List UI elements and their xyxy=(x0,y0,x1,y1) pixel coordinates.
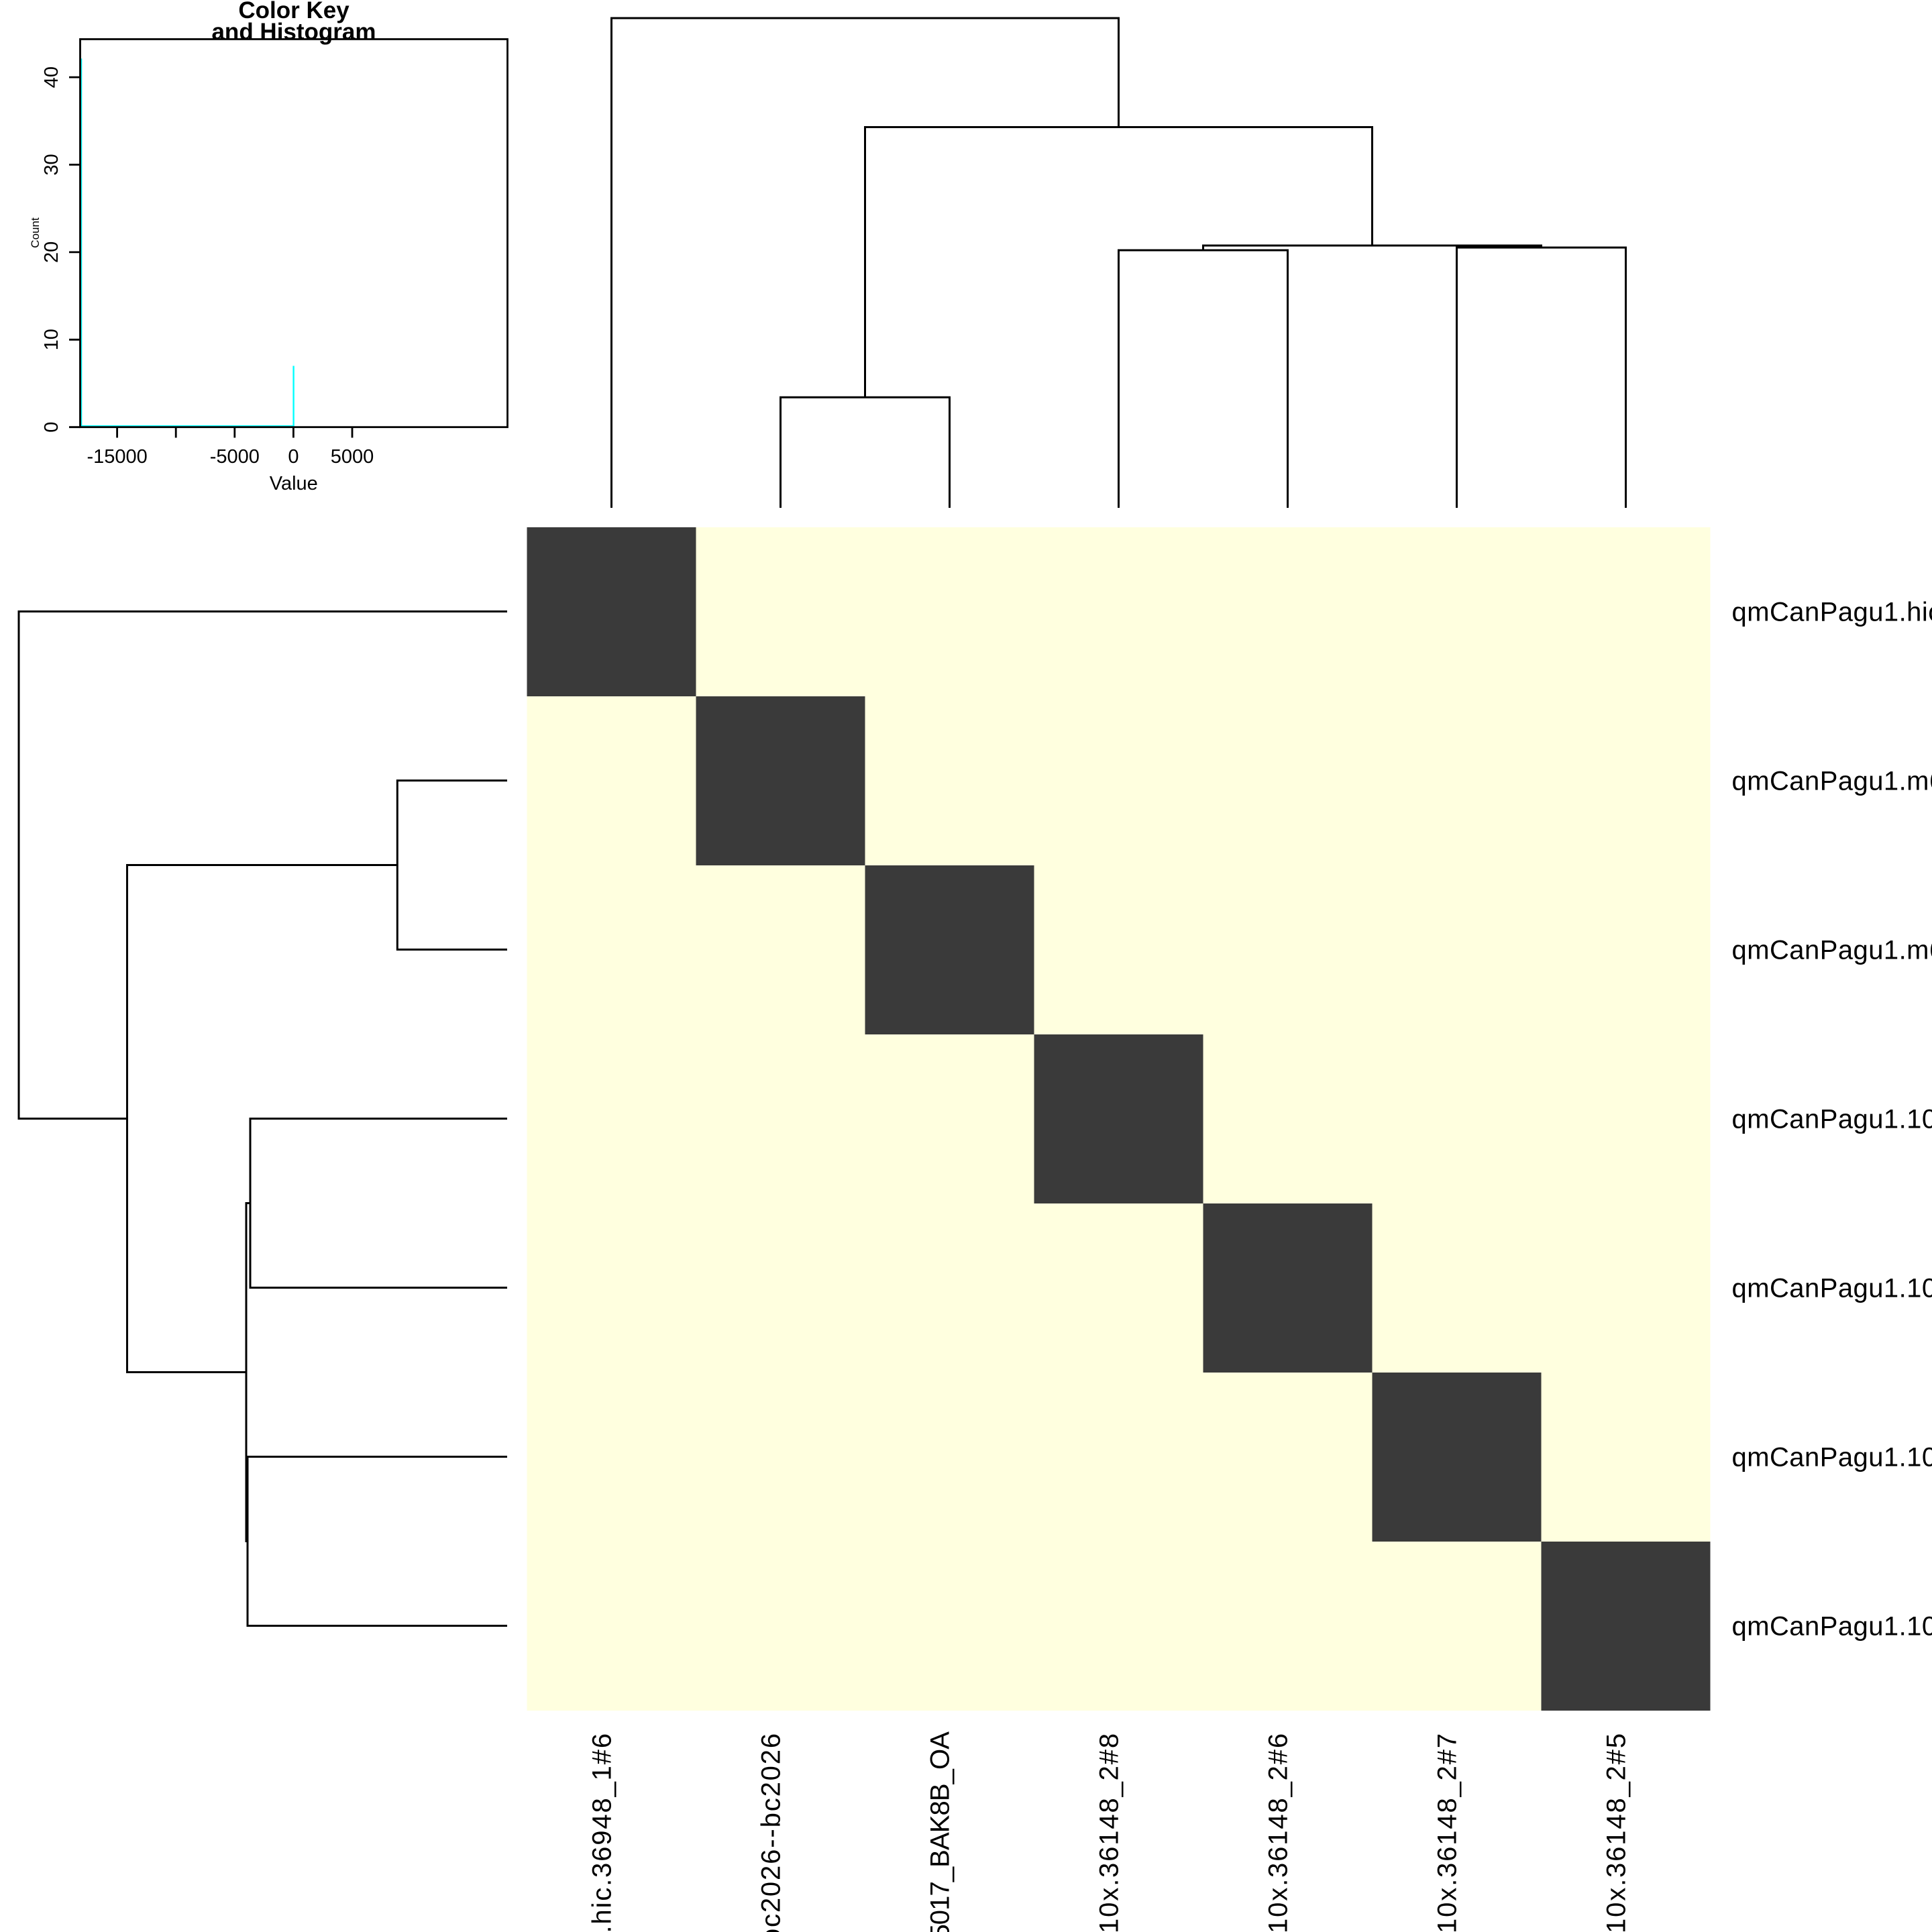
svg-text:0: 0 xyxy=(288,446,299,468)
svg-text:qmCanPagu1.10x.36148_2#7: qmCanPagu1.10x.36148_2#7 xyxy=(1433,1732,1462,1932)
svg-text:qmCanPagu1.10x.36148_2#8: qmCanPagu1.10x.36148_2#8 xyxy=(1095,1732,1124,1932)
svg-text:40: 40 xyxy=(41,66,62,88)
svg-text:qmCanPagu1.m64178e_210510_1656: qmCanPagu1.m64178e_210510_165626.bc2026-… xyxy=(757,1732,786,1932)
svg-text:qmCanPagu1.10x.36148_2#5: qmCanPagu1.10x.36148_2#5 xyxy=(1732,1612,1932,1642)
svg-text:Value: Value xyxy=(270,473,318,494)
svg-text:qmCanPagu1.m64230e_210602_1250: qmCanPagu1.m64230e_210602_125017_BAK8B_O… xyxy=(1732,936,1932,965)
svg-text:and Histogram: and Histogram xyxy=(211,19,376,45)
svg-text:qmCanPagu1.10x.36148_2#7: qmCanPagu1.10x.36148_2#7 xyxy=(1732,1443,1932,1472)
svg-text:qmCanPagu1.m64178e_210510_1656: qmCanPagu1.m64178e_210510_165626.bc2026-… xyxy=(1732,767,1932,796)
svg-text:5000: 5000 xyxy=(331,446,374,468)
svg-text:qmCanPagu1.m64230e_210602_1250: qmCanPagu1.m64230e_210602_125017_BAK8B_O… xyxy=(926,1731,955,1932)
svg-text:20: 20 xyxy=(41,241,62,263)
svg-text:qmCanPagu1.hic.36948_1#6: qmCanPagu1.hic.36948_1#6 xyxy=(588,1732,617,1932)
svg-text:-5000: -5000 xyxy=(210,446,260,468)
svg-text:qmCanPagu1.hic.36948_1#6: qmCanPagu1.hic.36948_1#6 xyxy=(1732,598,1932,627)
svg-text:10: 10 xyxy=(41,329,62,350)
svg-text:qmCanPagu1.10x.36148_2#6: qmCanPagu1.10x.36148_2#6 xyxy=(1732,1274,1932,1303)
svg-text:-15000: -15000 xyxy=(87,446,147,468)
svg-text:0: 0 xyxy=(41,422,62,433)
svg-text:30: 30 xyxy=(41,154,62,175)
svg-text:qmCanPagu1.10x.36148_2#6: qmCanPagu1.10x.36148_2#6 xyxy=(1264,1732,1293,1932)
svg-text:Count: Count xyxy=(29,217,42,248)
svg-text:qmCanPagu1.10x.36148_2#8: qmCanPagu1.10x.36148_2#8 xyxy=(1732,1105,1932,1134)
svg-text:Color Key: Color Key xyxy=(238,0,350,23)
svg-text:qmCanPagu1.10x.36148_2#5: qmCanPagu1.10x.36148_2#5 xyxy=(1602,1732,1631,1932)
